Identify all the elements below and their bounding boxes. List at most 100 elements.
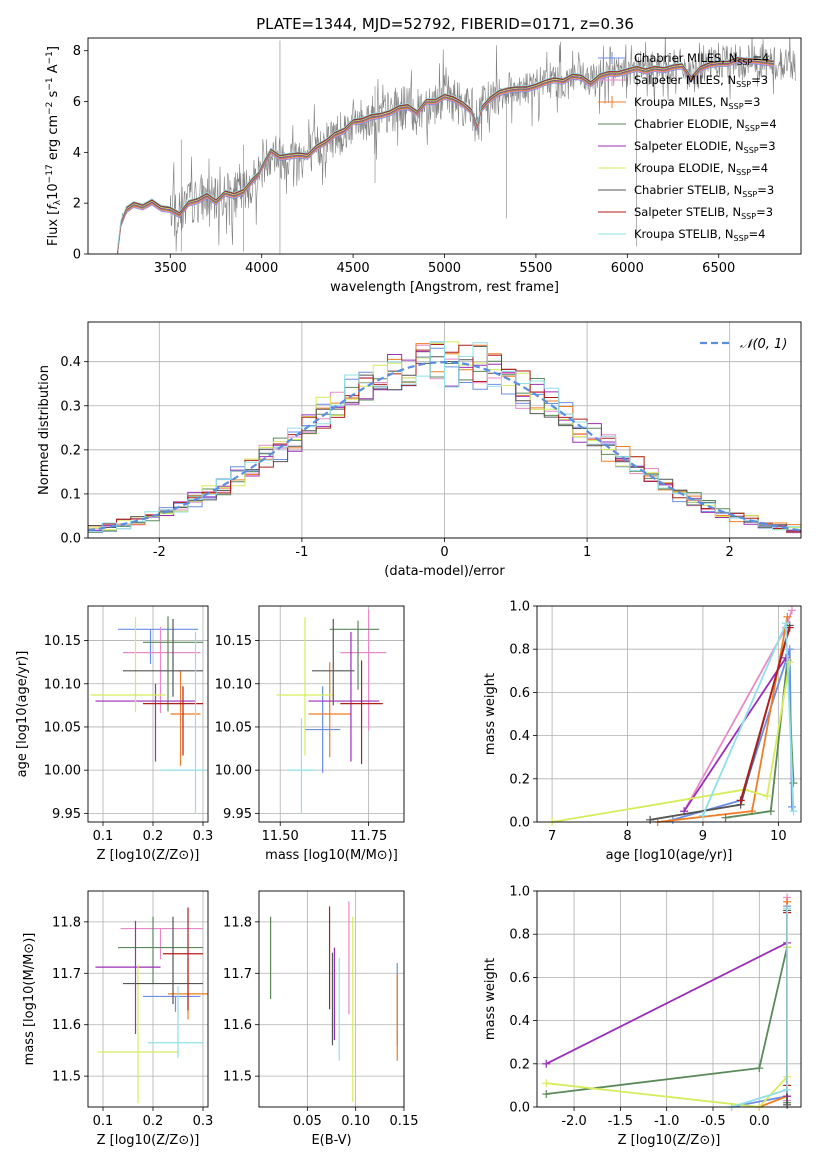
x-tick-label: 4500 [337,261,370,276]
y-tick-label: 9.95 [52,807,81,822]
x-tick-label: 0.1 [93,1114,114,1129]
residual-distribution-panel: -2 -1 0 1 2 0.0 0.1 0.2 0.3 0.4 (data-model)/error… [37,321,802,579]
x-tick-label: 8 [623,829,631,844]
x-tick-label: 0.10 [341,1114,370,1129]
x-tick-label: -2.0 [561,1114,586,1129]
axes-frame [536,605,802,823]
y-tick-label: 11.8 [223,915,252,930]
y-tick-label: 0.1 [60,487,81,502]
y-axis-label: age [log10(age/yr)] [15,651,30,778]
model-spectrum-line [117,62,774,254]
y-tick-label: 0.8 [509,928,530,943]
x-tick-label: 0.2 [143,1114,164,1129]
y-tick-label: 0.8 [509,643,530,658]
legend-label: Salpeter ELODIE, NSSP=3 [634,139,776,155]
y-axis-label: mass weight [483,958,498,1040]
x-tick-label: 2 [726,545,734,560]
x-tick-label: 10 [770,829,787,844]
x-tick-label: 7 [548,829,556,844]
x-tick-label: 0.3 [193,829,214,844]
x-tick-label: 0.0 [749,1114,770,1129]
x-tick-label: -0.5 [700,1114,725,1129]
legend-label: Chabrier ELODIE, NSSP=4 [634,117,777,133]
x-tick-label: 3500 [154,261,187,276]
axes-frame [258,605,405,823]
legend-label: 𝒩(0, 1) [740,337,787,352]
x-axis-label: age [log10(age/yr)] [606,848,733,863]
y-tick-label: 1.0 [509,885,530,900]
y-tick-label: 9.95 [223,807,252,822]
axes-frame [87,321,802,539]
mass-weight-line [683,610,793,812]
spectrum-panel: 3500 4000 4500 5000 5500 6000 6500 0 2 4 6 8 wavelen… [45,37,802,295]
x-tick-label: 1 [583,545,591,560]
axes-frame [87,37,802,255]
x-tick-label: 6000 [611,261,644,276]
y-tick-label: 10.00 [215,764,252,779]
x-axis-label: (data-model)/error [384,564,505,579]
model-spectrum-line [116,57,774,253]
y-tick-label: 0.4 [509,729,530,744]
legend-label: Kroupa ELODIE, NSSP=4 [634,161,768,177]
mass-weight-line [683,657,787,812]
y-tick-label: 0.6 [509,686,530,701]
y-tick-label: 4 [73,146,81,161]
legend-label: Kroupa STELIB, NSSP=4 [634,227,765,243]
x-tick-label: -1 [295,545,308,560]
y-tick-label: 0.0 [60,532,81,547]
mass-vs-metallicity-panel: 0.1 0.2 0.3 11.5 11.6 11.7 11.8 Z [log10(Z/Z⊙)]… [22,890,214,1148]
y-tick-label: 11.8 [52,915,81,930]
y-tick-label: 0.2 [60,443,81,458]
y-tick-label: 0.2 [509,772,530,787]
y-tick-label: 10.00 [44,764,81,779]
normal-reference-curve [88,360,801,532]
y-tick-label: 0.2 [509,1057,530,1072]
legend-label: Chabrier MILES, NSSP=4 [634,51,769,67]
x-tick-label: 0.05 [293,1114,322,1129]
axes-frame [87,890,209,1108]
model-spectrum-line [116,56,774,252]
y-tick-label: 1.0 [509,600,530,615]
mass-weight-line [551,662,791,823]
legend-label: Salpeter MILES, NSSP=3 [634,73,768,89]
legend-label: Salpeter STELIB, NSSP=3 [634,205,773,221]
x-axis-label: Z [log10(Z/Z⊙)] [97,848,200,863]
y-tick-label: 0.3 [60,399,81,414]
model-spectrum-line [116,56,774,252]
x-axis-label: Z [log10(Z/Z⊙)] [618,1133,721,1148]
axes-frame [536,890,802,1108]
model-spectrum-line [116,59,774,254]
y-tick-label: 10.15 [215,634,252,649]
x-tick-label: 0 [440,545,448,560]
legend-label: Chabrier STELIB, NSSP=3 [634,183,774,199]
y-tick-label: 10.05 [44,720,81,735]
model-spectrum-line [117,60,774,254]
x-tick-label: 5500 [519,261,552,276]
x-tick-label: -2 [153,545,166,560]
mass-weight-vs-age-panel: 7 8 9 10 0.0 0.2 0.4 0.6 0.8 1.0 age [log10(age/yr… [483,600,802,863]
x-axis-label: wavelength [Angstrom, rest frame] [330,280,559,295]
x-tick-label: 6500 [702,261,735,276]
x-tick-label: 9 [699,829,707,844]
axes-frame [258,890,405,1108]
x-tick-label: 11.50 [262,829,299,844]
mass-weight-line [739,627,791,801]
model-spectrum-line [116,59,774,254]
y-tick-label: 10.10 [215,677,252,692]
y-tick-label: 8 [73,44,81,59]
age-vs-mass-panel: 11.50 11.75 9.95 10.00 10.05 10.10 10.15 mass [… [215,605,405,863]
y-tick-label: 0.0 [509,816,530,831]
x-tick-label: -1.5 [608,1114,633,1129]
axes-frame [87,605,209,823]
y-tick-label: 11.7 [52,967,81,982]
y-tick-label: 10.05 [215,720,252,735]
x-tick-label: 0.2 [143,829,164,844]
y-tick-label: 6 [73,95,81,110]
y-axis-label: mass [log10(M/M⊙)] [22,933,37,1066]
y-tick-label: 10.10 [44,677,81,692]
y-tick-label: 0.4 [509,1014,530,1029]
x-tick-label: 5000 [428,261,461,276]
y-tick-label: 0.4 [60,355,81,370]
x-tick-label: 0.3 [193,1114,214,1129]
